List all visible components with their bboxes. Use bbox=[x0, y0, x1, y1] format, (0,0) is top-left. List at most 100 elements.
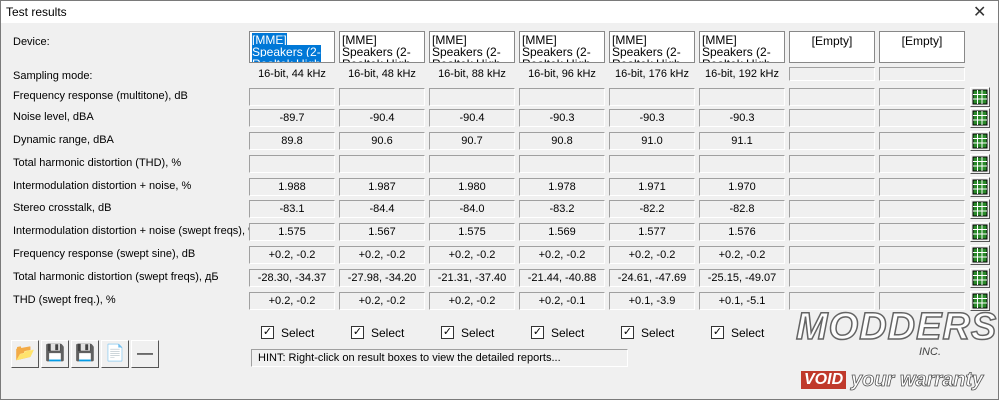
result-box[interactable]: -83.2 bbox=[519, 200, 605, 218]
result-box[interactable]: 1.980 bbox=[429, 178, 515, 196]
result-box[interactable]: 1.978 bbox=[519, 178, 605, 196]
device-box[interactable]: [MME] Speakers (2- Realtek High bbox=[609, 31, 695, 63]
result-box[interactable]: -21.44, -40.88 bbox=[519, 269, 605, 287]
checkbox[interactable]: ✓ bbox=[441, 326, 454, 339]
report-button[interactable] bbox=[970, 108, 990, 128]
result-box[interactable]: 1.567 bbox=[339, 223, 425, 241]
result-box[interactable] bbox=[519, 155, 605, 173]
result-box[interactable] bbox=[519, 88, 605, 106]
report-button[interactable] bbox=[970, 245, 990, 265]
result-box[interactable]: +0.2, -0.2 bbox=[249, 246, 335, 264]
report-button[interactable] bbox=[970, 154, 990, 174]
result-box[interactable] bbox=[789, 200, 875, 218]
result-box[interactable] bbox=[879, 155, 965, 173]
result-box[interactable] bbox=[879, 269, 965, 287]
result-box[interactable]: -90.3 bbox=[519, 109, 605, 127]
result-box[interactable]: 91.1 bbox=[699, 132, 785, 150]
result-box[interactable] bbox=[249, 155, 335, 173]
report-button[interactable] bbox=[970, 87, 990, 107]
result-box[interactable] bbox=[879, 223, 965, 241]
result-box[interactable] bbox=[789, 155, 875, 173]
result-box[interactable] bbox=[879, 109, 965, 127]
result-box[interactable]: +0.2, -0.1 bbox=[519, 292, 605, 310]
report-button[interactable] bbox=[970, 222, 990, 242]
result-box[interactable] bbox=[789, 88, 875, 106]
device-box[interactable]: [MME] Speakers (2- Realtek High bbox=[519, 31, 605, 63]
result-box[interactable] bbox=[699, 88, 785, 106]
result-box[interactable]: -25.15, -49.07 bbox=[699, 269, 785, 287]
device-box[interactable]: [MME] Speakers (2- Realtek High bbox=[699, 31, 785, 63]
result-box[interactable] bbox=[789, 223, 875, 241]
result-box[interactable]: 1.575 bbox=[429, 223, 515, 241]
result-box[interactable]: +0.1, -5.1 bbox=[699, 292, 785, 310]
result-box[interactable] bbox=[699, 155, 785, 173]
result-box[interactable]: +0.1, -3.9 bbox=[609, 292, 695, 310]
toolbar-button[interactable]: — bbox=[131, 340, 159, 368]
result-box[interactable]: +0.2, -0.2 bbox=[339, 246, 425, 264]
result-box[interactable]: 1.577 bbox=[609, 223, 695, 241]
result-box[interactable]: 1.569 bbox=[519, 223, 605, 241]
result-box[interactable]: -89.7 bbox=[249, 109, 335, 127]
result-box[interactable]: +0.2, -0.2 bbox=[609, 246, 695, 264]
result-box[interactable]: +0.2, -0.2 bbox=[429, 246, 515, 264]
result-box[interactable]: -90.4 bbox=[339, 109, 425, 127]
result-box[interactable]: -84.4 bbox=[339, 200, 425, 218]
result-box[interactable] bbox=[789, 292, 875, 310]
result-box[interactable] bbox=[789, 109, 875, 127]
result-box[interactable]: -90.3 bbox=[609, 109, 695, 127]
result-box[interactable]: 90.6 bbox=[339, 132, 425, 150]
result-box[interactable]: +0.2, -0.2 bbox=[699, 246, 785, 264]
result-box[interactable]: +0.2, -0.2 bbox=[339, 292, 425, 310]
result-box[interactable]: 90.8 bbox=[519, 132, 605, 150]
result-box[interactable] bbox=[429, 155, 515, 173]
result-box[interactable] bbox=[879, 200, 965, 218]
checkbox[interactable]: ✓ bbox=[261, 326, 274, 339]
toolbar-button[interactable]: 📂 bbox=[11, 340, 39, 368]
result-box[interactable] bbox=[879, 132, 965, 150]
result-box[interactable] bbox=[249, 88, 335, 106]
result-box[interactable]: 91.0 bbox=[609, 132, 695, 150]
checkbox[interactable]: ✓ bbox=[711, 326, 724, 339]
result-box[interactable]: 89.8 bbox=[249, 132, 335, 150]
result-box[interactable] bbox=[879, 246, 965, 264]
result-box[interactable]: +0.2, -0.2 bbox=[519, 246, 605, 264]
result-box[interactable] bbox=[879, 292, 965, 310]
result-box[interactable]: +0.2, -0.2 bbox=[429, 292, 515, 310]
checkbox[interactable]: ✓ bbox=[531, 326, 544, 339]
result-box[interactable] bbox=[429, 88, 515, 106]
result-box[interactable]: -28.30, -34.37 bbox=[249, 269, 335, 287]
result-box[interactable] bbox=[609, 155, 695, 173]
report-button[interactable] bbox=[970, 291, 990, 311]
result-box[interactable] bbox=[789, 269, 875, 287]
report-button[interactable] bbox=[970, 199, 990, 219]
device-box[interactable]: [MME] Speakers (2- Realtek High bbox=[339, 31, 425, 63]
result-box[interactable]: 1.987 bbox=[339, 178, 425, 196]
result-box[interactable] bbox=[339, 88, 425, 106]
result-box[interactable]: -27.98, -34.20 bbox=[339, 269, 425, 287]
result-box[interactable]: 90.7 bbox=[429, 132, 515, 150]
report-button[interactable] bbox=[970, 177, 990, 197]
device-box[interactable]: [Empty] bbox=[789, 31, 875, 63]
result-box[interactable]: 1.575 bbox=[249, 223, 335, 241]
result-box[interactable]: -21.31, -37.40 bbox=[429, 269, 515, 287]
result-box[interactable]: -83.1 bbox=[249, 200, 335, 218]
report-button[interactable] bbox=[970, 131, 990, 151]
result-box[interactable]: -24.61, -47.69 bbox=[609, 269, 695, 287]
result-box[interactable] bbox=[879, 178, 965, 196]
toolbar-button[interactable]: 📄 bbox=[101, 340, 129, 368]
result-box[interactable] bbox=[789, 132, 875, 150]
result-box[interactable]: 1.576 bbox=[699, 223, 785, 241]
close-button[interactable]: ✕ bbox=[973, 4, 987, 21]
result-box[interactable] bbox=[789, 178, 875, 196]
result-box[interactable]: -82.2 bbox=[609, 200, 695, 218]
result-box[interactable]: -84.0 bbox=[429, 200, 515, 218]
result-box[interactable]: +0.2, -0.2 bbox=[249, 292, 335, 310]
toolbar-button[interactable]: 💾 bbox=[41, 340, 69, 368]
result-box[interactable] bbox=[609, 88, 695, 106]
result-box[interactable] bbox=[339, 155, 425, 173]
result-box[interactable]: 1.970 bbox=[699, 178, 785, 196]
device-box[interactable]: [MME] Speakers (2- Realtek High bbox=[249, 31, 335, 63]
checkbox[interactable]: ✓ bbox=[621, 326, 634, 339]
result-box[interactable] bbox=[879, 88, 965, 106]
result-box[interactable]: -90.3 bbox=[699, 109, 785, 127]
